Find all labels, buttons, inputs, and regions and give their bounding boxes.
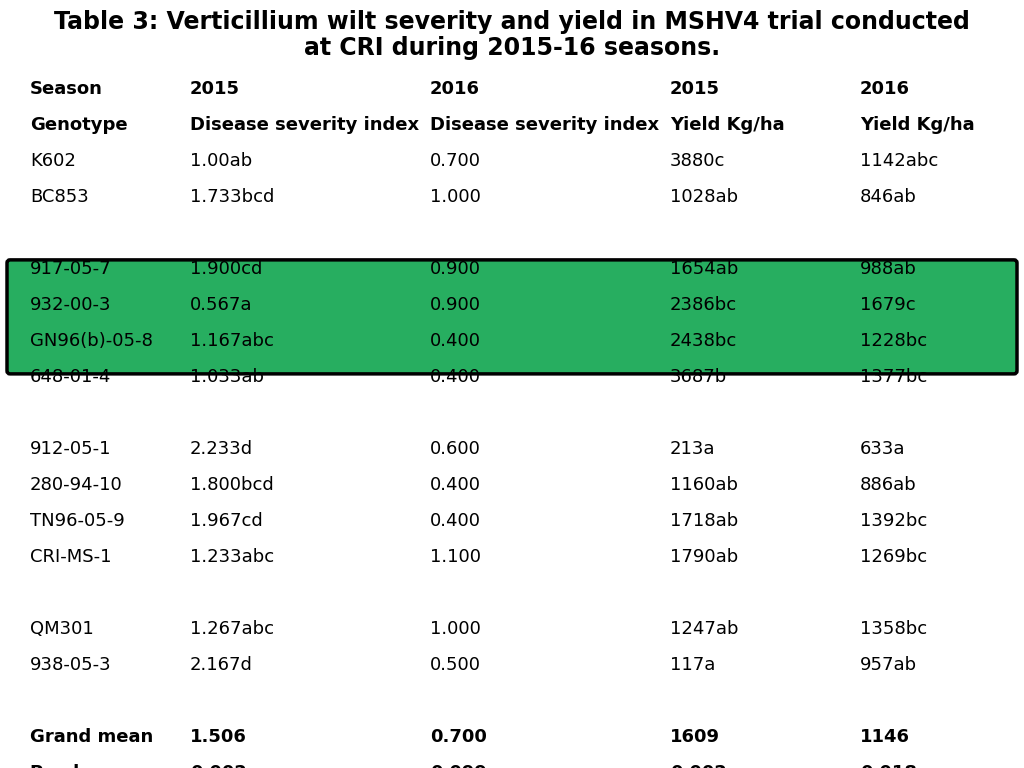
Text: 1790ab: 1790ab [670,548,738,566]
Text: 988ab: 988ab [860,260,916,278]
Text: 917-05-7: 917-05-7 [30,260,112,278]
Text: 0.600: 0.600 [430,440,481,458]
Text: 633a: 633a [860,440,905,458]
Text: BC853: BC853 [30,188,89,206]
Text: 957ab: 957ab [860,656,918,674]
Text: 1269bc: 1269bc [860,548,927,566]
Text: 1.000: 1.000 [430,188,481,206]
Text: Disease severity index: Disease severity index [190,116,419,134]
Text: K602: K602 [30,152,76,170]
Text: 2016: 2016 [860,80,910,98]
Text: Yield Kg/ha: Yield Kg/ha [860,116,975,134]
Text: 1.233abc: 1.233abc [190,548,274,566]
Text: 1146: 1146 [860,728,910,746]
Text: CRI-MS-1: CRI-MS-1 [30,548,112,566]
Text: 1358bc: 1358bc [860,620,927,638]
Text: TN96-05-9: TN96-05-9 [30,512,125,530]
Text: 2015: 2015 [190,80,240,98]
Text: 2438bc: 2438bc [670,332,737,350]
Text: 1609: 1609 [670,728,720,746]
Text: 0.400: 0.400 [430,332,481,350]
Text: Table 3: Verticillium wilt severity and yield in MSHV4 trial conducted: Table 3: Verticillium wilt severity and … [54,10,970,34]
Text: at CRI during 2015-16 seasons.: at CRI during 2015-16 seasons. [304,36,720,60]
Text: 938-05-3: 938-05-3 [30,656,112,674]
Text: 117a: 117a [670,656,716,674]
Text: 1654ab: 1654ab [670,260,738,278]
Text: Disease severity index: Disease severity index [430,116,659,134]
Text: 0.002: 0.002 [670,764,727,768]
Text: 0.500: 0.500 [430,656,481,674]
Text: P value: P value [30,764,104,768]
Text: 1247ab: 1247ab [670,620,738,638]
Text: 2.167d: 2.167d [190,656,253,674]
Text: Yield Kg/ha: Yield Kg/ha [670,116,784,134]
Text: 0.567a: 0.567a [190,296,253,314]
Text: 1.506: 1.506 [190,728,247,746]
Text: 0.900: 0.900 [430,260,481,278]
Text: Grand mean: Grand mean [30,728,154,746]
Text: 3880c: 3880c [670,152,725,170]
Text: 280-94-10: 280-94-10 [30,476,123,494]
Text: 1.267abc: 1.267abc [190,620,274,638]
Text: 2386bc: 2386bc [670,296,737,314]
FancyBboxPatch shape [7,260,1017,374]
Text: 2016: 2016 [430,80,480,98]
Text: 1.100: 1.100 [430,548,481,566]
Text: 1.000: 1.000 [430,620,481,638]
Text: 1679c: 1679c [860,296,915,314]
Text: 1.800bcd: 1.800bcd [190,476,273,494]
Text: 886ab: 886ab [860,476,916,494]
Text: 932-00-3: 932-00-3 [30,296,112,314]
Text: 1377bc: 1377bc [860,368,928,386]
Text: Genotype: Genotype [30,116,128,134]
Text: 3687b: 3687b [670,368,727,386]
Text: 1028ab: 1028ab [670,188,738,206]
Text: 0.400: 0.400 [430,512,481,530]
Text: 1160ab: 1160ab [670,476,738,494]
Text: 2015: 2015 [670,80,720,98]
Text: 1.033ab: 1.033ab [190,368,264,386]
Text: 648-01-4: 648-01-4 [30,368,112,386]
Text: 1142abc: 1142abc [860,152,938,170]
Text: 0.400: 0.400 [430,368,481,386]
Text: 1228bc: 1228bc [860,332,927,350]
Text: 0.700: 0.700 [430,152,481,170]
Text: 0.900: 0.900 [430,296,481,314]
Text: 1.967cd: 1.967cd [190,512,263,530]
Text: 0.002: 0.002 [190,764,247,768]
Text: 2.233d: 2.233d [190,440,253,458]
Text: 846ab: 846ab [860,188,916,206]
Text: 0.018: 0.018 [860,764,918,768]
Text: 1.167abc: 1.167abc [190,332,273,350]
Text: 1.733bcd: 1.733bcd [190,188,274,206]
Text: Season: Season [30,80,102,98]
Text: 0.400: 0.400 [430,476,481,494]
Text: QM301: QM301 [30,620,94,638]
Text: 1.900cd: 1.900cd [190,260,262,278]
Text: 0.700: 0.700 [430,728,486,746]
Text: 912-05-1: 912-05-1 [30,440,112,458]
Text: GN96(b)-05-8: GN96(b)-05-8 [30,332,153,350]
Text: 0.099: 0.099 [430,764,486,768]
Text: 213a: 213a [670,440,716,458]
Text: 1392bc: 1392bc [860,512,928,530]
Text: 1718ab: 1718ab [670,512,738,530]
Text: 1.00ab: 1.00ab [190,152,252,170]
